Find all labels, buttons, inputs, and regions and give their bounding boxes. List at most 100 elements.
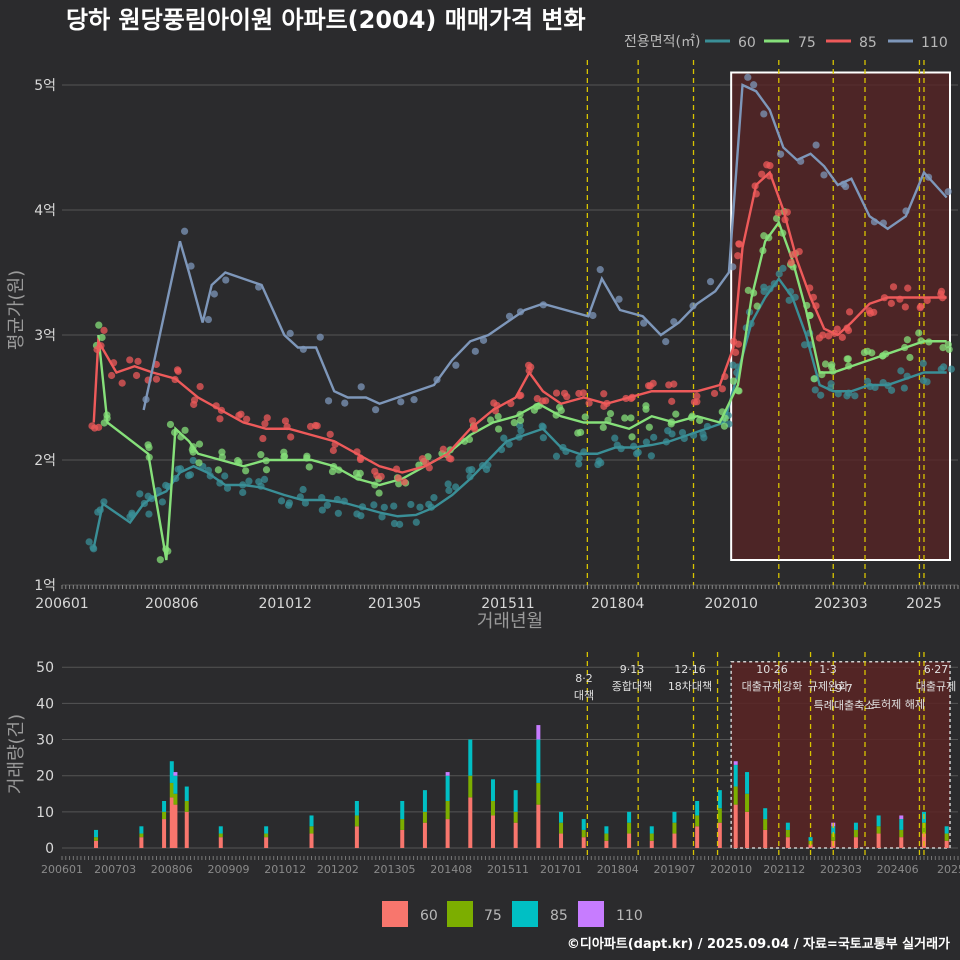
- volume-bar-75: [717, 808, 722, 823]
- volume-bar-60: [309, 833, 314, 848]
- volume-bar-60: [173, 804, 178, 848]
- price-point-60: [947, 365, 955, 373]
- volume-bar-60: [513, 822, 518, 848]
- volume-bar-85: [513, 790, 518, 812]
- price-y-tick-label: 4억: [34, 203, 56, 219]
- volume-bar-75: [169, 782, 174, 798]
- price-point-75: [645, 423, 653, 431]
- volume-bar-60: [490, 815, 495, 848]
- price-point-75: [214, 466, 222, 474]
- price-point-60: [634, 448, 642, 456]
- price-point-85: [795, 247, 803, 256]
- price-point-110: [286, 329, 294, 337]
- price-point-85: [287, 433, 295, 441]
- price-point-85: [917, 302, 925, 311]
- volume-bar-60: [604, 840, 609, 848]
- policy-date-label: 8·2: [575, 672, 593, 685]
- volume-bar-85: [944, 826, 949, 834]
- price-line-60: [92, 276, 947, 548]
- price-point-110: [341, 399, 349, 407]
- price-point-85: [196, 382, 204, 391]
- price-point-110: [820, 171, 828, 179]
- top-legend: 전용면적(㎡) 60 75 85 110: [624, 34, 948, 51]
- volume-bar-60: [785, 837, 790, 848]
- volume-bar-85: [876, 815, 881, 827]
- price-point-75: [494, 412, 502, 421]
- price-point-75: [424, 453, 432, 461]
- volume-bar-85: [184, 786, 189, 801]
- volume-bar-75: [627, 822, 632, 834]
- price-line-chart: 1억 2억 3억 4억 5억 200601 200806 201012 201305 20151…: [6, 60, 959, 632]
- volume-y-title: 거래량(건): [6, 714, 27, 794]
- price-point-75: [581, 413, 589, 421]
- price-point-60: [245, 477, 253, 485]
- price-point-60: [136, 490, 144, 498]
- price-point-75: [753, 302, 761, 310]
- price-point-60: [425, 500, 433, 508]
- price-point-85: [575, 389, 583, 398]
- price-point-60: [937, 365, 945, 373]
- volume-bar-75: [604, 833, 609, 841]
- price-point-85: [394, 474, 403, 482]
- price-point-75: [729, 377, 738, 385]
- price-point-110: [615, 295, 623, 303]
- price-point-60: [811, 386, 819, 394]
- policy-date-label: 10·26: [756, 663, 788, 676]
- volume-bar-85: [218, 826, 223, 834]
- volume-bar-75: [445, 801, 450, 820]
- volume-bar-75: [468, 775, 473, 798]
- price-point-75: [257, 451, 265, 459]
- volume-bar-85: [94, 829, 99, 838]
- price-point-85: [447, 455, 455, 463]
- price-point-110: [662, 338, 670, 346]
- price-point-85: [766, 162, 774, 170]
- price-point-60: [779, 264, 787, 272]
- price-point-75: [868, 349, 876, 357]
- volume-bar-60: [876, 833, 881, 848]
- price-point-60: [801, 341, 809, 349]
- volume-bar-75: [218, 833, 223, 838]
- legend-label-60: 60: [738, 35, 756, 51]
- volume-bar-110: [173, 772, 178, 776]
- legend-box-85: [512, 901, 538, 927]
- volume-bar-85: [309, 815, 314, 827]
- policy-date-label: 12·16: [674, 663, 706, 676]
- price-point-85: [552, 389, 561, 397]
- volume-bar-85: [468, 739, 473, 776]
- price-point-75: [328, 467, 337, 476]
- price-point-75: [621, 414, 629, 422]
- policy-text-label: 대출규제강화: [742, 680, 803, 693]
- volume-bar-110: [445, 772, 450, 776]
- price-x-tick-label: 202010: [704, 596, 757, 612]
- price-point-60: [174, 465, 182, 473]
- price-point-60: [678, 428, 687, 437]
- price-point-110: [180, 227, 189, 235]
- price-point-60: [444, 480, 452, 488]
- price-point-60: [378, 513, 386, 521]
- policy-text-label: 18차대책: [668, 680, 712, 693]
- price-point-75: [627, 414, 635, 422]
- volume-bar-85: [400, 801, 405, 820]
- volume-x-tick-label: 201408: [430, 863, 472, 876]
- volume-x-tick-label: 201202: [317, 863, 359, 876]
- price-point-85: [758, 170, 766, 178]
- price-point-75: [218, 448, 226, 456]
- price-point-60: [700, 434, 708, 442]
- price-point-60: [277, 497, 286, 505]
- legend-label-75: 75: [798, 35, 816, 51]
- volume-bar-85: [445, 775, 450, 801]
- price-policy-lines: [586, 60, 925, 585]
- volume-bar-75: [490, 801, 495, 816]
- volume-bar-60: [139, 837, 144, 848]
- price-point-110: [842, 182, 850, 191]
- volume-bar-85: [733, 764, 738, 787]
- volume-bar-60: [763, 829, 768, 848]
- volume-x-tick-label: 202509: [937, 863, 960, 876]
- price-point-75: [599, 423, 607, 431]
- price-point-75: [810, 375, 818, 383]
- volume-y-axis: 0 10 20 30 40 50: [36, 660, 54, 857]
- volume-bar-85: [831, 826, 836, 834]
- price-point-75: [642, 402, 650, 410]
- price-point-60: [482, 465, 491, 474]
